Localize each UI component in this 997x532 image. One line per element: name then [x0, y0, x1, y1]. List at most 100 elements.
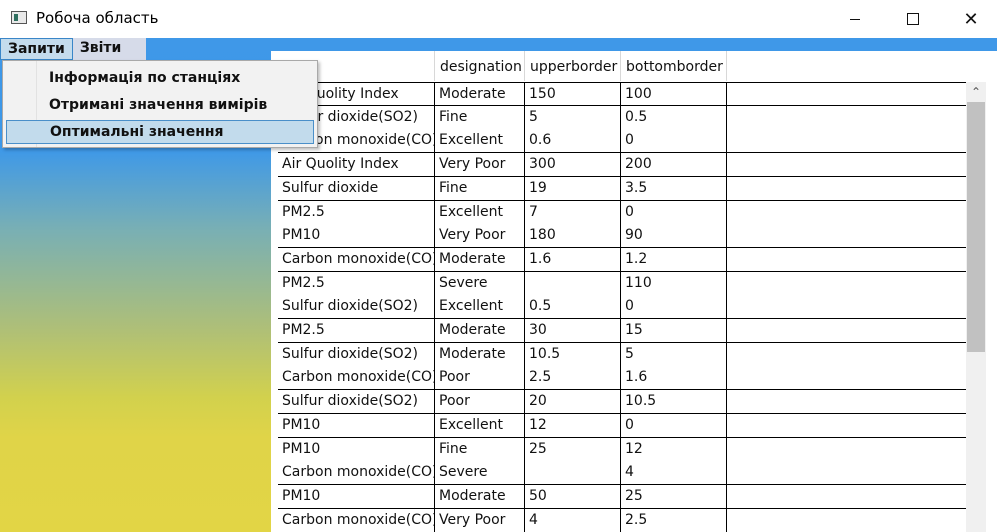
cell-bottomborder[interactable]: 12	[621, 438, 727, 462]
cell-designation[interactable]: Moderate	[435, 319, 525, 343]
cell-designation[interactable]: Moderate	[435, 248, 525, 272]
cell-designation[interactable]: Fine	[435, 438, 525, 462]
cell-designation[interactable]: Moderate	[435, 485, 525, 509]
cell-name[interactable]: Sulfur dioxide(SO2)	[278, 343, 435, 367]
cell-upperborder[interactable]: 0.6	[525, 129, 621, 153]
table-row[interactable]: Sulfur dioxide(SO2) Poor 20 10.5	[278, 390, 966, 414]
menu-item-optimal-values[interactable]: Оптимальні значення	[6, 120, 314, 144]
cell-name[interactable]: Air Quolity Index	[278, 153, 435, 177]
cell-bottomborder[interactable]: 0	[621, 295, 727, 319]
cell-bottomborder[interactable]: 0	[621, 129, 727, 153]
cell-upperborder[interactable]: 180	[525, 224, 621, 248]
column-header-designation[interactable]: designation	[435, 51, 525, 81]
scroll-thumb[interactable]	[967, 102, 985, 352]
menu-item-station-info[interactable]: Інформація по станціях	[49, 70, 241, 86]
cell-bottomborder[interactable]: 3.5	[621, 177, 727, 201]
table-row[interactable]: PM10 Very Poor 180 90	[278, 224, 966, 248]
table-row[interactable]: Carbon monoxide(CO) Excellent 0.6 0	[278, 129, 966, 153]
cell-upperborder[interactable]: 4	[525, 509, 621, 532]
cell-bottomborder[interactable]: 1.2	[621, 248, 727, 272]
cell-upperborder[interactable]: 25	[525, 438, 621, 462]
cell-designation[interactable]: Severe	[435, 272, 525, 296]
cell-designation[interactable]: Very Poor	[435, 153, 525, 177]
column-header-bottomborder[interactable]: bottomborder	[621, 51, 727, 81]
cell-bottomborder[interactable]: 2.5	[621, 509, 727, 532]
cell-bottomborder[interactable]: 110	[621, 272, 727, 296]
table-row[interactable]: Carbon monoxide(CO) Poor 2.5 1.6	[278, 366, 966, 390]
cell-upperborder[interactable]: 20	[525, 390, 621, 414]
cell-upperborder[interactable]: 10.5	[525, 343, 621, 367]
table-row[interactable]: Carbon monoxide(CO) Moderate 1.6 1.2	[278, 248, 966, 272]
cell-bottomborder[interactable]: 25	[621, 485, 727, 509]
cell-upperborder[interactable]: 2.5	[525, 366, 621, 390]
table-row[interactable]: PM10 Excellent 12 0	[278, 414, 966, 438]
cell-name[interactable]: PM2.5	[278, 201, 435, 225]
cell-designation[interactable]: Excellent	[435, 201, 525, 225]
cell-name[interactable]: Carbon monoxide(CO)	[278, 461, 435, 485]
cell-bottomborder[interactable]: 0	[621, 414, 727, 438]
cell-bottomborder[interactable]: 1.6	[621, 366, 727, 390]
cell-designation[interactable]: Fine	[435, 177, 525, 201]
cell-name[interactable]: Sulfur dioxide(SO2)	[278, 390, 435, 414]
cell-name[interactable]: Sulfur dioxide(SO2)	[278, 295, 435, 319]
cell-upperborder[interactable]: 19	[525, 177, 621, 201]
cell-designation[interactable]: Excellent	[435, 129, 525, 153]
table-row[interactable]: Air Quolity Index Moderate 150 100	[278, 82, 966, 106]
cell-bottomborder[interactable]: 0.5	[621, 106, 727, 130]
cell-upperborder[interactable]	[525, 461, 621, 485]
scroll-up-arrow-icon[interactable]: ⌃	[970, 85, 982, 99]
cell-designation[interactable]: Moderate	[435, 82, 525, 106]
data-grid[interactable]: designation upperborder bottomborder Air…	[271, 51, 997, 532]
table-row[interactable]: PM10 Fine 25 12	[278, 438, 966, 462]
table-row[interactable]: Carbon monoxide(CO) Very Poor 4 2.5	[278, 509, 966, 532]
cell-upperborder[interactable]: 300	[525, 153, 621, 177]
minimize-button[interactable]	[832, 0, 878, 38]
cell-bottomborder[interactable]: 0	[621, 201, 727, 225]
table-row[interactable]: Air Quolity Index Very Poor 300 200	[278, 153, 966, 177]
cell-bottomborder[interactable]: 15	[621, 319, 727, 343]
cell-upperborder[interactable]: 0.5	[525, 295, 621, 319]
close-button[interactable]: ✕	[948, 0, 994, 38]
cell-upperborder[interactable]: 50	[525, 485, 621, 509]
cell-upperborder[interactable]: 30	[525, 319, 621, 343]
cell-upperborder[interactable]: 1.6	[525, 248, 621, 272]
cell-name[interactable]: Carbon monoxide(CO)	[278, 509, 435, 532]
cell-name[interactable]: Carbon monoxide(CO)	[278, 248, 435, 272]
cell-name[interactable]: PM10	[278, 414, 435, 438]
cell-designation[interactable]: Poor	[435, 390, 525, 414]
table-row[interactable]: PM2.5 Severe 110	[278, 272, 966, 296]
table-row[interactable]: PM10 Moderate 50 25	[278, 485, 966, 509]
cell-designation[interactable]: Very Poor	[435, 224, 525, 248]
cell-name[interactable]: PM2.5	[278, 319, 435, 343]
cell-bottomborder[interactable]: 200	[621, 153, 727, 177]
cell-upperborder[interactable]: 5	[525, 106, 621, 130]
cell-designation[interactable]: Excellent	[435, 295, 525, 319]
cell-name[interactable]: PM10	[278, 224, 435, 248]
column-header-name[interactable]	[271, 51, 435, 81]
cell-upperborder[interactable]: 7	[525, 201, 621, 225]
cell-designation[interactable]: Poor	[435, 366, 525, 390]
cell-designation[interactable]: Fine	[435, 106, 525, 130]
table-row[interactable]: Sulfur dioxide(SO2) Fine 5 0.5	[278, 106, 966, 130]
cell-bottomborder[interactable]: 4	[621, 461, 727, 485]
cell-name[interactable]: Sulfur dioxide	[278, 177, 435, 201]
table-row[interactable]: Sulfur dioxide(SO2) Excellent 0.5 0	[278, 295, 966, 319]
cell-bottomborder[interactable]: 10.5	[621, 390, 727, 414]
menu-item-measured-values[interactable]: Отримані значення вимірів	[49, 97, 268, 113]
cell-upperborder[interactable]	[525, 272, 621, 296]
cell-upperborder[interactable]: 12	[525, 414, 621, 438]
cell-name[interactable]: PM2.5	[278, 272, 435, 296]
table-row[interactable]: Sulfur dioxide(SO2) Moderate 10.5 5	[278, 343, 966, 367]
cell-bottomborder[interactable]: 100	[621, 82, 727, 106]
cell-designation[interactable]: Severe	[435, 461, 525, 485]
column-header-upperborder[interactable]: upperborder	[525, 51, 621, 81]
maximize-button[interactable]	[890, 0, 936, 38]
cell-name[interactable]: Carbon monoxide(CO)	[278, 366, 435, 390]
cell-designation[interactable]: Excellent	[435, 414, 525, 438]
cell-upperborder[interactable]: 150	[525, 82, 621, 106]
cell-name[interactable]: PM10	[278, 485, 435, 509]
table-row[interactable]: Carbon monoxide(CO) Severe 4	[278, 461, 966, 485]
cell-designation[interactable]: Very Poor	[435, 509, 525, 532]
cell-designation[interactable]: Moderate	[435, 343, 525, 367]
cell-bottomborder[interactable]: 5	[621, 343, 727, 367]
